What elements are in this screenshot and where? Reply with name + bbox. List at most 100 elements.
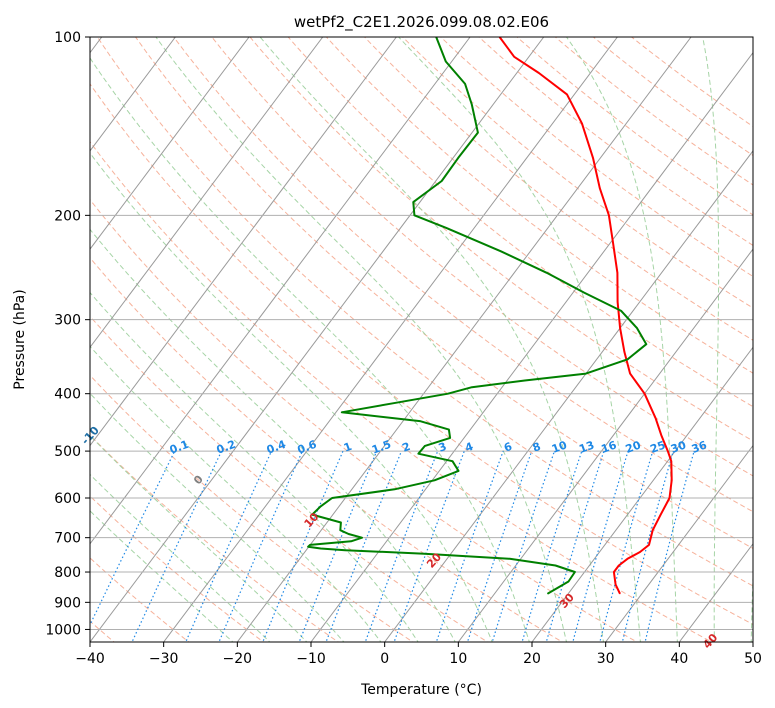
mixing-ratio-label: 6: [502, 440, 514, 455]
x-tick-label: 20: [523, 651, 541, 667]
x-axis-ticks: −40 −30 −20 −10 0 10 20 30 40 50: [75, 642, 762, 667]
dry-adiabat-line: [90, 83, 753, 626]
dewpoint-point: [583, 292, 585, 294]
dewpoint-point: [441, 180, 443, 182]
dewpoint-point: [574, 571, 576, 573]
mixing-ratio-label: 4: [463, 440, 475, 455]
temperature-point: [655, 417, 657, 419]
dewpoint-point: [448, 429, 450, 431]
mixing-ratio-label: 25: [648, 439, 667, 456]
isotherm-line: [384, 150, 753, 642]
temperature-point: [671, 479, 673, 481]
temperature-point: [616, 272, 619, 274]
dewpoint-point: [636, 327, 638, 329]
temperature-point: [644, 393, 646, 395]
mixing-ratio-line: [521, 450, 583, 642]
temperature-point: [619, 593, 621, 595]
dewpoint-point: [451, 460, 454, 462]
dewpoint-point: [627, 358, 629, 360]
temperature-point: [668, 497, 671, 499]
dewpoint-point: [339, 529, 341, 531]
mixing-ratio-label: 1.5: [370, 438, 393, 457]
dry-adiabat-line: [478, 37, 753, 246]
mixing-ratio-line: [644, 450, 695, 642]
mixing-ratio-label: 0.1: [168, 438, 191, 457]
dewpoint-point: [457, 157, 459, 159]
mixing-ratio-line: [491, 450, 555, 642]
mixing-ratio-line: [466, 450, 533, 642]
dewpoint-point: [320, 505, 322, 507]
dewpoint-point: [413, 214, 415, 216]
temperature-point: [639, 551, 641, 553]
dewpoint-point: [447, 393, 449, 395]
dewpoint-point: [471, 103, 473, 106]
isotherm-line: [90, 37, 545, 642]
dewpoint-point: [500, 250, 502, 252]
temperature-point: [513, 56, 515, 58]
temperature-point: [619, 327, 621, 329]
dewpoint-point: [547, 593, 549, 595]
mixing-ratio-label: 8: [531, 440, 543, 455]
y-tick-label: 600: [54, 491, 81, 507]
dry-adiabat-line: [173, 37, 753, 513]
dry-adiabat-line: [90, 198, 639, 642]
mixing-ratio-label: 16: [600, 438, 619, 456]
x-tick-label: 30: [597, 651, 615, 667]
temperature-point: [629, 373, 631, 375]
temperature-point: [615, 584, 617, 586]
dewpoint-point: [320, 547, 322, 550]
dewpoint-point: [423, 553, 425, 555]
temperature-point: [612, 239, 614, 241]
dry-adiabat-line: [134, 37, 753, 549]
dewpoint-point: [620, 310, 622, 312]
isotherm-line: [605, 444, 753, 642]
mixing-ratio-line: [599, 450, 654, 642]
temperature-point: [667, 450, 669, 452]
series-layer: [307, 37, 673, 595]
x-tick-label: 0: [380, 651, 389, 667]
dewpoint-point: [509, 558, 511, 560]
dry-adiabat-line: [363, 37, 753, 341]
mixing-ratio-line: [435, 450, 504, 642]
temperature-point: [650, 537, 652, 539]
temperature-point: [618, 564, 620, 567]
dry-adiabat-line: [287, 37, 753, 408]
y-tick-label: 200: [54, 208, 81, 224]
dewpoint-point: [449, 437, 451, 439]
x-tick-label: −30: [149, 651, 179, 667]
dewpoint-point: [464, 83, 466, 85]
temperature-point: [648, 544, 650, 546]
temperature-point: [670, 460, 672, 462]
temperature-point: [617, 301, 619, 303]
dewpoint-point: [341, 411, 343, 413]
temperature-point: [566, 93, 568, 95]
dewpoint-point: [557, 587, 559, 589]
dewpoint-point: [567, 580, 570, 583]
chart-title: wetPf2_C2E1.2026.099.08.02.E06: [294, 13, 549, 32]
dewpoint-point: [340, 521, 342, 524]
dewpoint-point: [393, 402, 395, 404]
x-axis-label: Temperature (°C): [360, 682, 482, 698]
dewpoint-point: [348, 533, 350, 535]
mixing-ratio-line: [325, 450, 403, 642]
dry-adiabat-line: [325, 37, 753, 374]
dry-adiabat-line: [211, 37, 753, 477]
mixing-ratio-line: [621, 450, 674, 642]
y-tick-label: 900: [54, 595, 81, 611]
dewpoint-point: [471, 386, 473, 388]
dewpoint-point: [445, 227, 447, 229]
mixing-ratio-label: 30: [669, 438, 688, 456]
temperature-point: [538, 72, 540, 74]
temperature-point: [599, 187, 601, 189]
dry-adiabat-line: [90, 495, 265, 642]
dewpoint-point: [554, 564, 557, 567]
dewpoint-point: [645, 343, 647, 345]
isotherm-line: [90, 37, 250, 250]
dry-adiabat-line: [401, 37, 753, 309]
mixing-ratio-label: 20: [624, 438, 643, 456]
temperature-point: [660, 434, 662, 436]
dry-adiabat-line: [554, 37, 753, 186]
temperature-point: [613, 571, 615, 573]
dewpoint-point: [331, 497, 333, 499]
mixing-ratio-label: 36: [690, 438, 709, 456]
